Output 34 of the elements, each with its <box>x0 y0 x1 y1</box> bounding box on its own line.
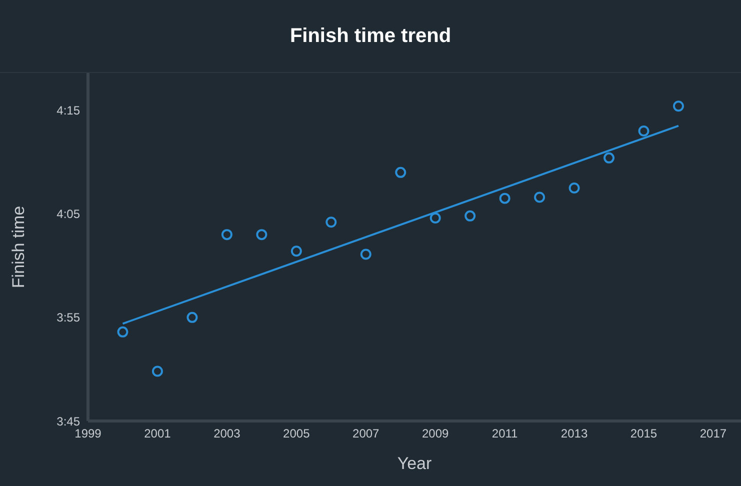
x-tick-label: 2017 <box>700 426 727 441</box>
y-tick-label: 4:15 <box>56 104 80 118</box>
x-axis-title: Year <box>397 454 432 473</box>
point <box>534 192 546 203</box>
x-tick-label: 2009 <box>422 426 450 441</box>
point <box>430 212 441 224</box>
x-tick-label: 2011 <box>492 426 518 441</box>
point <box>326 216 337 228</box>
x-tick-label: 2015 <box>630 426 658 441</box>
point <box>256 229 268 240</box>
point <box>290 246 302 257</box>
x-tick-label: 1999 <box>74 426 102 441</box>
point <box>499 192 510 204</box>
point <box>672 100 684 112</box>
x-tick-label: 2001 <box>144 426 172 441</box>
chart-title: Finish time trend <box>0 0 741 73</box>
point <box>395 166 406 178</box>
point <box>152 366 163 377</box>
x-tick-label: 2003 <box>214 426 241 441</box>
point <box>360 248 372 260</box>
y-axis-title: Finish time <box>9 206 28 288</box>
point <box>221 229 232 240</box>
x-tick-label: 2005 <box>283 426 310 441</box>
y-tick-label: 3:55 <box>56 310 80 325</box>
point <box>604 152 615 164</box>
point <box>117 326 128 338</box>
point <box>464 210 476 222</box>
x-tick-label: 2013 <box>560 426 588 441</box>
y-tick-label: 4:05 <box>56 207 80 222</box>
y-tick-label: 3:45 <box>56 414 80 428</box>
point <box>186 312 198 323</box>
x-tick-label: 2007 <box>352 426 380 441</box>
point <box>568 182 580 194</box>
point <box>638 126 650 136</box>
